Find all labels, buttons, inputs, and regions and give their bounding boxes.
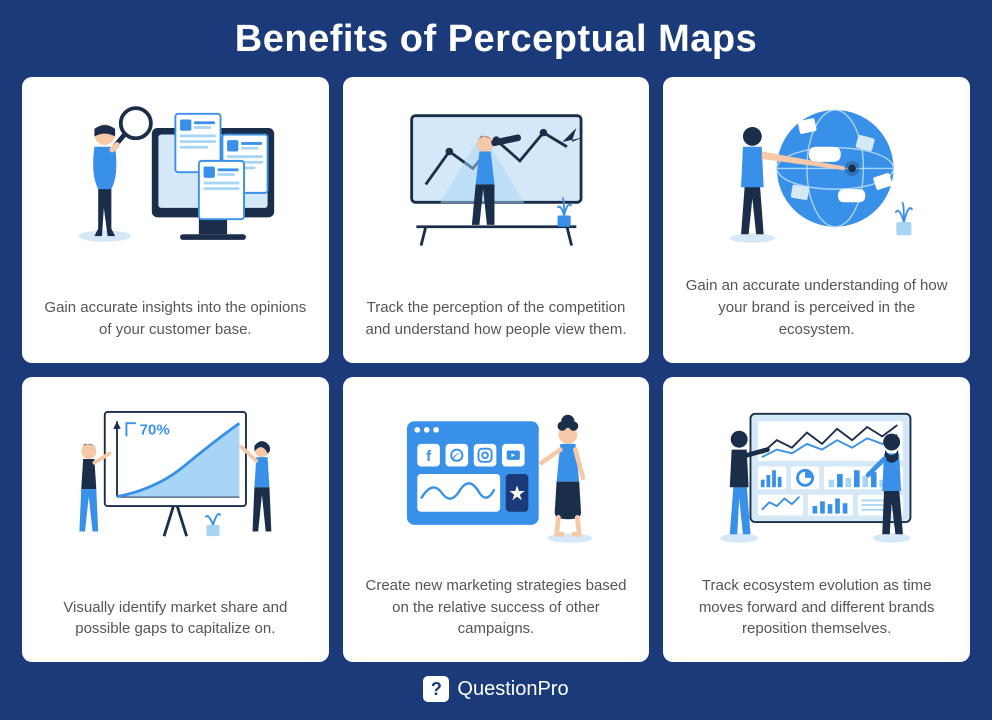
page-title: Benefits of Perceptual Maps: [22, 18, 970, 61]
card-evolution: Track ecosystem evolution as time moves …: [663, 377, 970, 663]
card-brand: Gain an accurate understanding of how yo…: [663, 77, 970, 363]
illustration-strategies: f: [359, 395, 634, 555]
card-text: Create new marketing strategies based on…: [359, 575, 634, 640]
card-strategies: f: [343, 377, 650, 663]
footer-brand: ? QuestionPro: [22, 676, 970, 706]
illustration-evolution: [679, 395, 954, 555]
card-text: Visually identify market share and possi…: [38, 597, 313, 641]
card-market-share: 70%: [22, 377, 329, 663]
illustration-insights: [38, 95, 313, 255]
chart-label: 70%: [140, 421, 170, 438]
illustration-brand: [679, 95, 954, 255]
illustration-competition: [359, 95, 634, 255]
illustration-market-share: 70%: [38, 395, 313, 555]
questionpro-icon: ?: [423, 676, 449, 702]
infographic-container: Benefits of Perceptual Maps: [0, 0, 992, 720]
card-text: Track the perception of the competition …: [359, 297, 634, 341]
footer-brand-text: QuestionPro: [457, 678, 568, 701]
card-text: Gain accurate insights into the opinions…: [38, 297, 313, 341]
card-text: Gain an accurate understanding of how yo…: [679, 275, 954, 340]
card-grid: Gain accurate insights into the opinions…: [22, 77, 970, 662]
card-text: Track ecosystem evolution as time moves …: [679, 575, 954, 640]
card-insights: Gain accurate insights into the opinions…: [22, 77, 329, 363]
card-competition: Track the perception of the competition …: [343, 77, 650, 363]
